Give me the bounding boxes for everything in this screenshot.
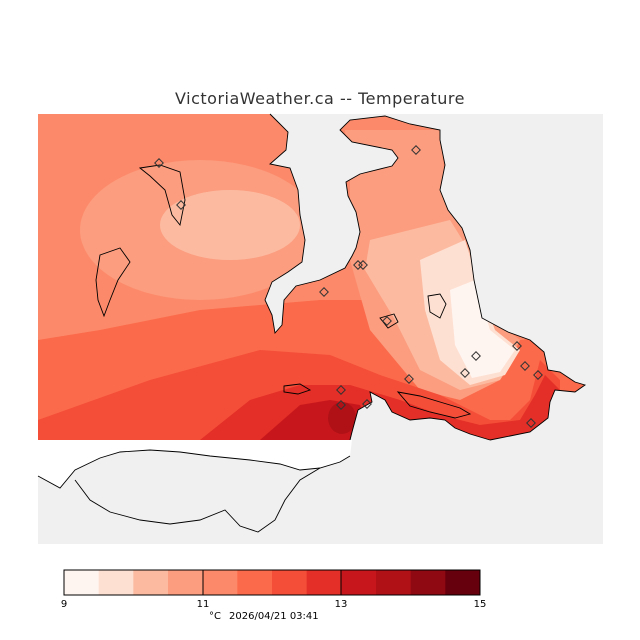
station-marker[interactable] (336, 400, 346, 410)
colorbar-bin (272, 570, 308, 595)
station-marker[interactable] (526, 418, 536, 428)
colorbar-tick-13: 13 (335, 599, 348, 610)
colorbar-frame (63, 569, 481, 596)
station-marker[interactable] (460, 368, 470, 378)
station-marker[interactable] (533, 370, 543, 380)
colorbar-bin (376, 570, 412, 595)
station-marker[interactable] (471, 351, 481, 361)
station-marker[interactable] (353, 260, 363, 270)
map-title: VictoriaWeather.ca -- Temperature (175, 89, 465, 108)
station-marker[interactable] (358, 260, 368, 270)
weather-stations (154, 145, 543, 428)
colorbar-bin (98, 570, 134, 595)
colorbar-bin (64, 570, 100, 595)
colorbar-bin (445, 570, 481, 595)
station-marker[interactable] (512, 341, 522, 351)
units-label: °C (209, 611, 221, 622)
colorbar-tick-9: 9 (61, 599, 67, 610)
station-marker[interactable] (411, 145, 421, 155)
station-marker[interactable] (176, 200, 186, 210)
coastline (95, 113, 587, 441)
colorbar-tick-15: 15 (474, 599, 487, 610)
colorbar-bin (306, 570, 342, 595)
southern-coastline-lower (74, 467, 321, 533)
uncovered-land (38, 440, 352, 488)
station-marker[interactable] (362, 399, 372, 409)
colorbar-bin (133, 570, 169, 595)
colorbar-bin (410, 570, 446, 595)
colorbar-bin (202, 570, 238, 595)
station-marker[interactable] (404, 374, 414, 384)
colorbar-bin (168, 570, 204, 595)
colorbar-bin (341, 570, 377, 595)
station-marker[interactable] (382, 316, 392, 326)
colorbar-bin (237, 570, 273, 595)
station-marker[interactable] (336, 385, 346, 395)
colorbar-tick-11: 11 (197, 599, 210, 610)
station-marker[interactable] (520, 361, 530, 371)
station-marker[interactable] (154, 158, 164, 168)
colorbar-bins (64, 570, 481, 595)
station-marker[interactable] (319, 287, 329, 297)
southern-coastline (37, 449, 351, 489)
timestamp: 2026/04/21 03:41 (229, 611, 319, 622)
